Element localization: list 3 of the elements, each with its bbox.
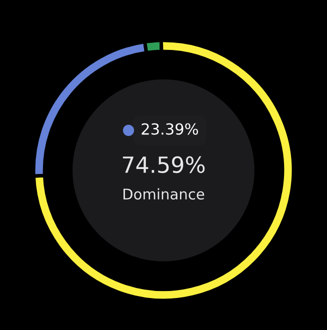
text: 74.59% [122,156,205,174]
text: 23.39% [142,123,198,135]
text: Dominance [124,188,204,200]
